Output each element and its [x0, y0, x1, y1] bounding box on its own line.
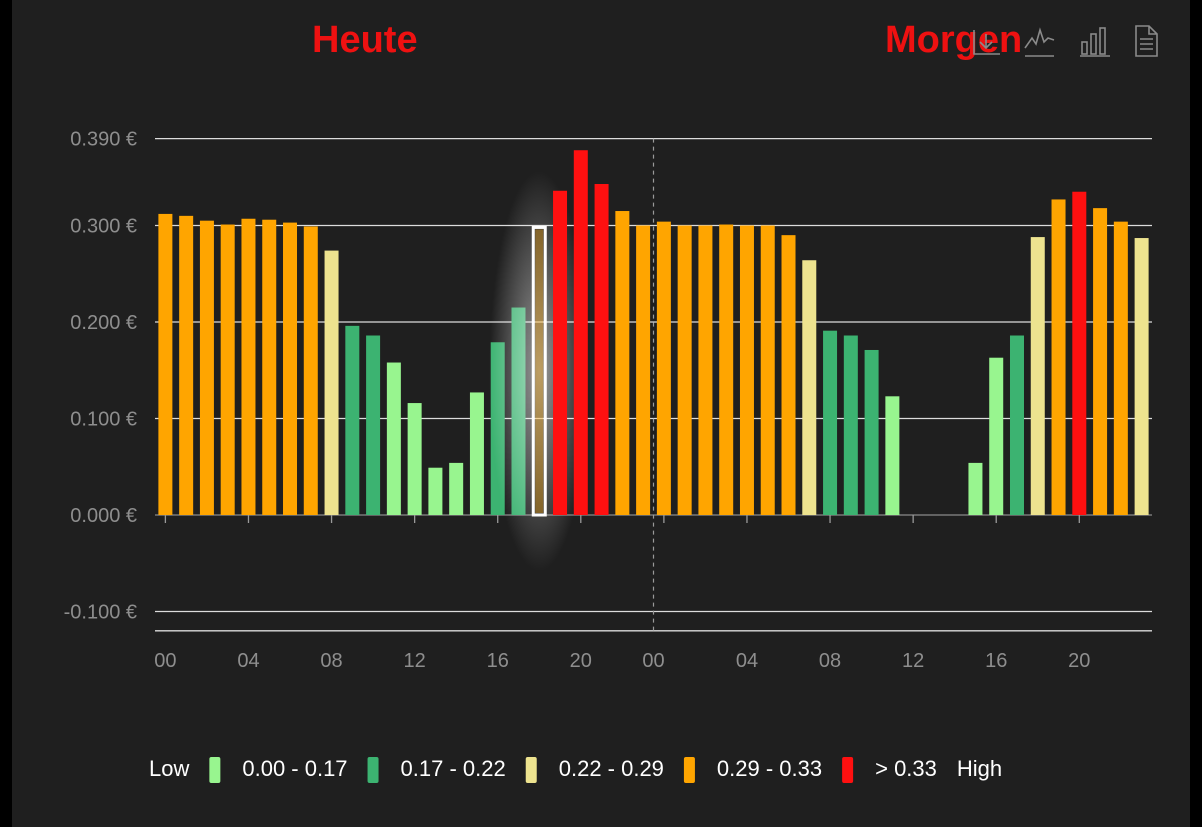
- legend-swatch: [683, 757, 695, 783]
- price-bar[interactable]: [366, 335, 381, 515]
- price-bar[interactable]: [636, 225, 651, 516]
- price-bar[interactable]: [1093, 208, 1108, 515]
- price-bar[interactable]: [989, 357, 1004, 515]
- price-bar[interactable]: [968, 462, 983, 515]
- y-tick-label: 0.200 €: [70, 312, 137, 334]
- price-bar[interactable]: [283, 222, 298, 516]
- bar-chart-icon[interactable]: [1078, 20, 1112, 60]
- price-bar[interactable]: [1134, 238, 1149, 516]
- price-bar[interactable]: [324, 250, 339, 515]
- price-bar[interactable]: [719, 224, 734, 515]
- price-bar[interactable]: [407, 403, 422, 515]
- x-tick-label: 20: [570, 650, 592, 672]
- legend-label: 0.17 - 0.22: [401, 756, 506, 781]
- x-tick-label: 20: [1068, 650, 1090, 672]
- x-tick-label: 08: [819, 650, 841, 672]
- price-bar[interactable]: [262, 219, 277, 515]
- price-bar[interactable]: [594, 184, 609, 515]
- price-bar[interactable]: [179, 215, 194, 515]
- price-bar[interactable]: [241, 218, 256, 515]
- price-bar[interactable]: [345, 325, 360, 515]
- legend-label: High: [957, 756, 1002, 781]
- price-bar[interactable]: [449, 462, 464, 515]
- price-bar[interactable]: [885, 396, 900, 515]
- price-bar[interactable]: [469, 392, 484, 515]
- x-tick-label: 00: [154, 650, 176, 672]
- price-bar[interactable]: [199, 220, 214, 516]
- x-tick-label: 12: [902, 650, 924, 672]
- legend-label: 0.29 - 0.33: [717, 756, 822, 781]
- price-bar[interactable]: [1009, 335, 1024, 515]
- chart-panel: 0.390 € 0.300 € 0.200 € 0.100 € 0.000 € -0.10…: [12, 0, 1190, 827]
- price-bar[interactable]: [739, 225, 754, 516]
- title-today: Heute: [312, 19, 418, 61]
- legend-label: 0.00 - 0.17: [242, 756, 347, 781]
- price-bar[interactable]: [220, 224, 235, 515]
- line-chart-icon[interactable]: [1022, 20, 1056, 60]
- price-bar[interactable]: [573, 150, 588, 516]
- legend-label: > 0.33: [875, 756, 937, 781]
- price-bar[interactable]: [698, 225, 713, 516]
- legend-label: Low: [149, 756, 189, 781]
- price-bar[interactable]: [781, 235, 796, 515]
- price-bar[interactable]: [303, 226, 318, 515]
- y-tick-label: -0.100 €: [64, 602, 137, 624]
- bar-current-hour-fill: [535, 229, 544, 513]
- y-tick-label: 0.100 €: [70, 409, 137, 431]
- x-tick-label: 04: [237, 650, 259, 672]
- legend-swatch: [367, 757, 379, 783]
- bar-current-hour[interactable]: [531, 225, 547, 517]
- price-bar[interactable]: [553, 190, 568, 515]
- price-bar[interactable]: [615, 211, 630, 515]
- price-bar[interactable]: [677, 225, 692, 516]
- price-bar[interactable]: [656, 221, 671, 515]
- price-bar[interactable]: [386, 362, 401, 515]
- price-bar[interactable]: [158, 213, 173, 516]
- price-bar[interactable]: [802, 260, 817, 515]
- y-tick-label: 0.300 €: [70, 216, 137, 238]
- price-bar[interactable]: [843, 335, 858, 515]
- zoom-icon[interactable]: [970, 20, 1004, 60]
- x-tick-label: 16: [487, 650, 509, 672]
- legend-swatch: [209, 757, 221, 783]
- price-bar[interactable]: [1030, 237, 1045, 515]
- price-bar[interactable]: [760, 225, 775, 516]
- y-tick-label: 0.000 €: [70, 505, 137, 527]
- legend-swatch: [842, 757, 854, 783]
- y-tick-label: 0.390 €: [70, 129, 137, 151]
- x-tick-label: 04: [736, 650, 758, 672]
- x-tick-label: 00: [642, 650, 664, 672]
- legend-label: 0.22 - 0.29: [559, 756, 664, 781]
- price-bar[interactable]: [1072, 191, 1087, 515]
- price-bar[interactable]: [1051, 199, 1066, 515]
- price-bar[interactable]: [1113, 221, 1128, 515]
- document-icon[interactable]: [1129, 20, 1163, 60]
- price-bar[interactable]: [428, 467, 443, 515]
- price-chart: 0.390 € 0.300 € 0.200 € 0.100 € 0.000 € -0.10…: [64, 129, 1152, 783]
- x-tick-label: 16: [985, 650, 1007, 672]
- x-tick-label: 08: [320, 650, 342, 672]
- price-bar[interactable]: [823, 330, 838, 515]
- price-bar[interactable]: [864, 349, 879, 515]
- legend-swatch: [525, 757, 537, 783]
- x-tick-label: 12: [404, 650, 426, 672]
